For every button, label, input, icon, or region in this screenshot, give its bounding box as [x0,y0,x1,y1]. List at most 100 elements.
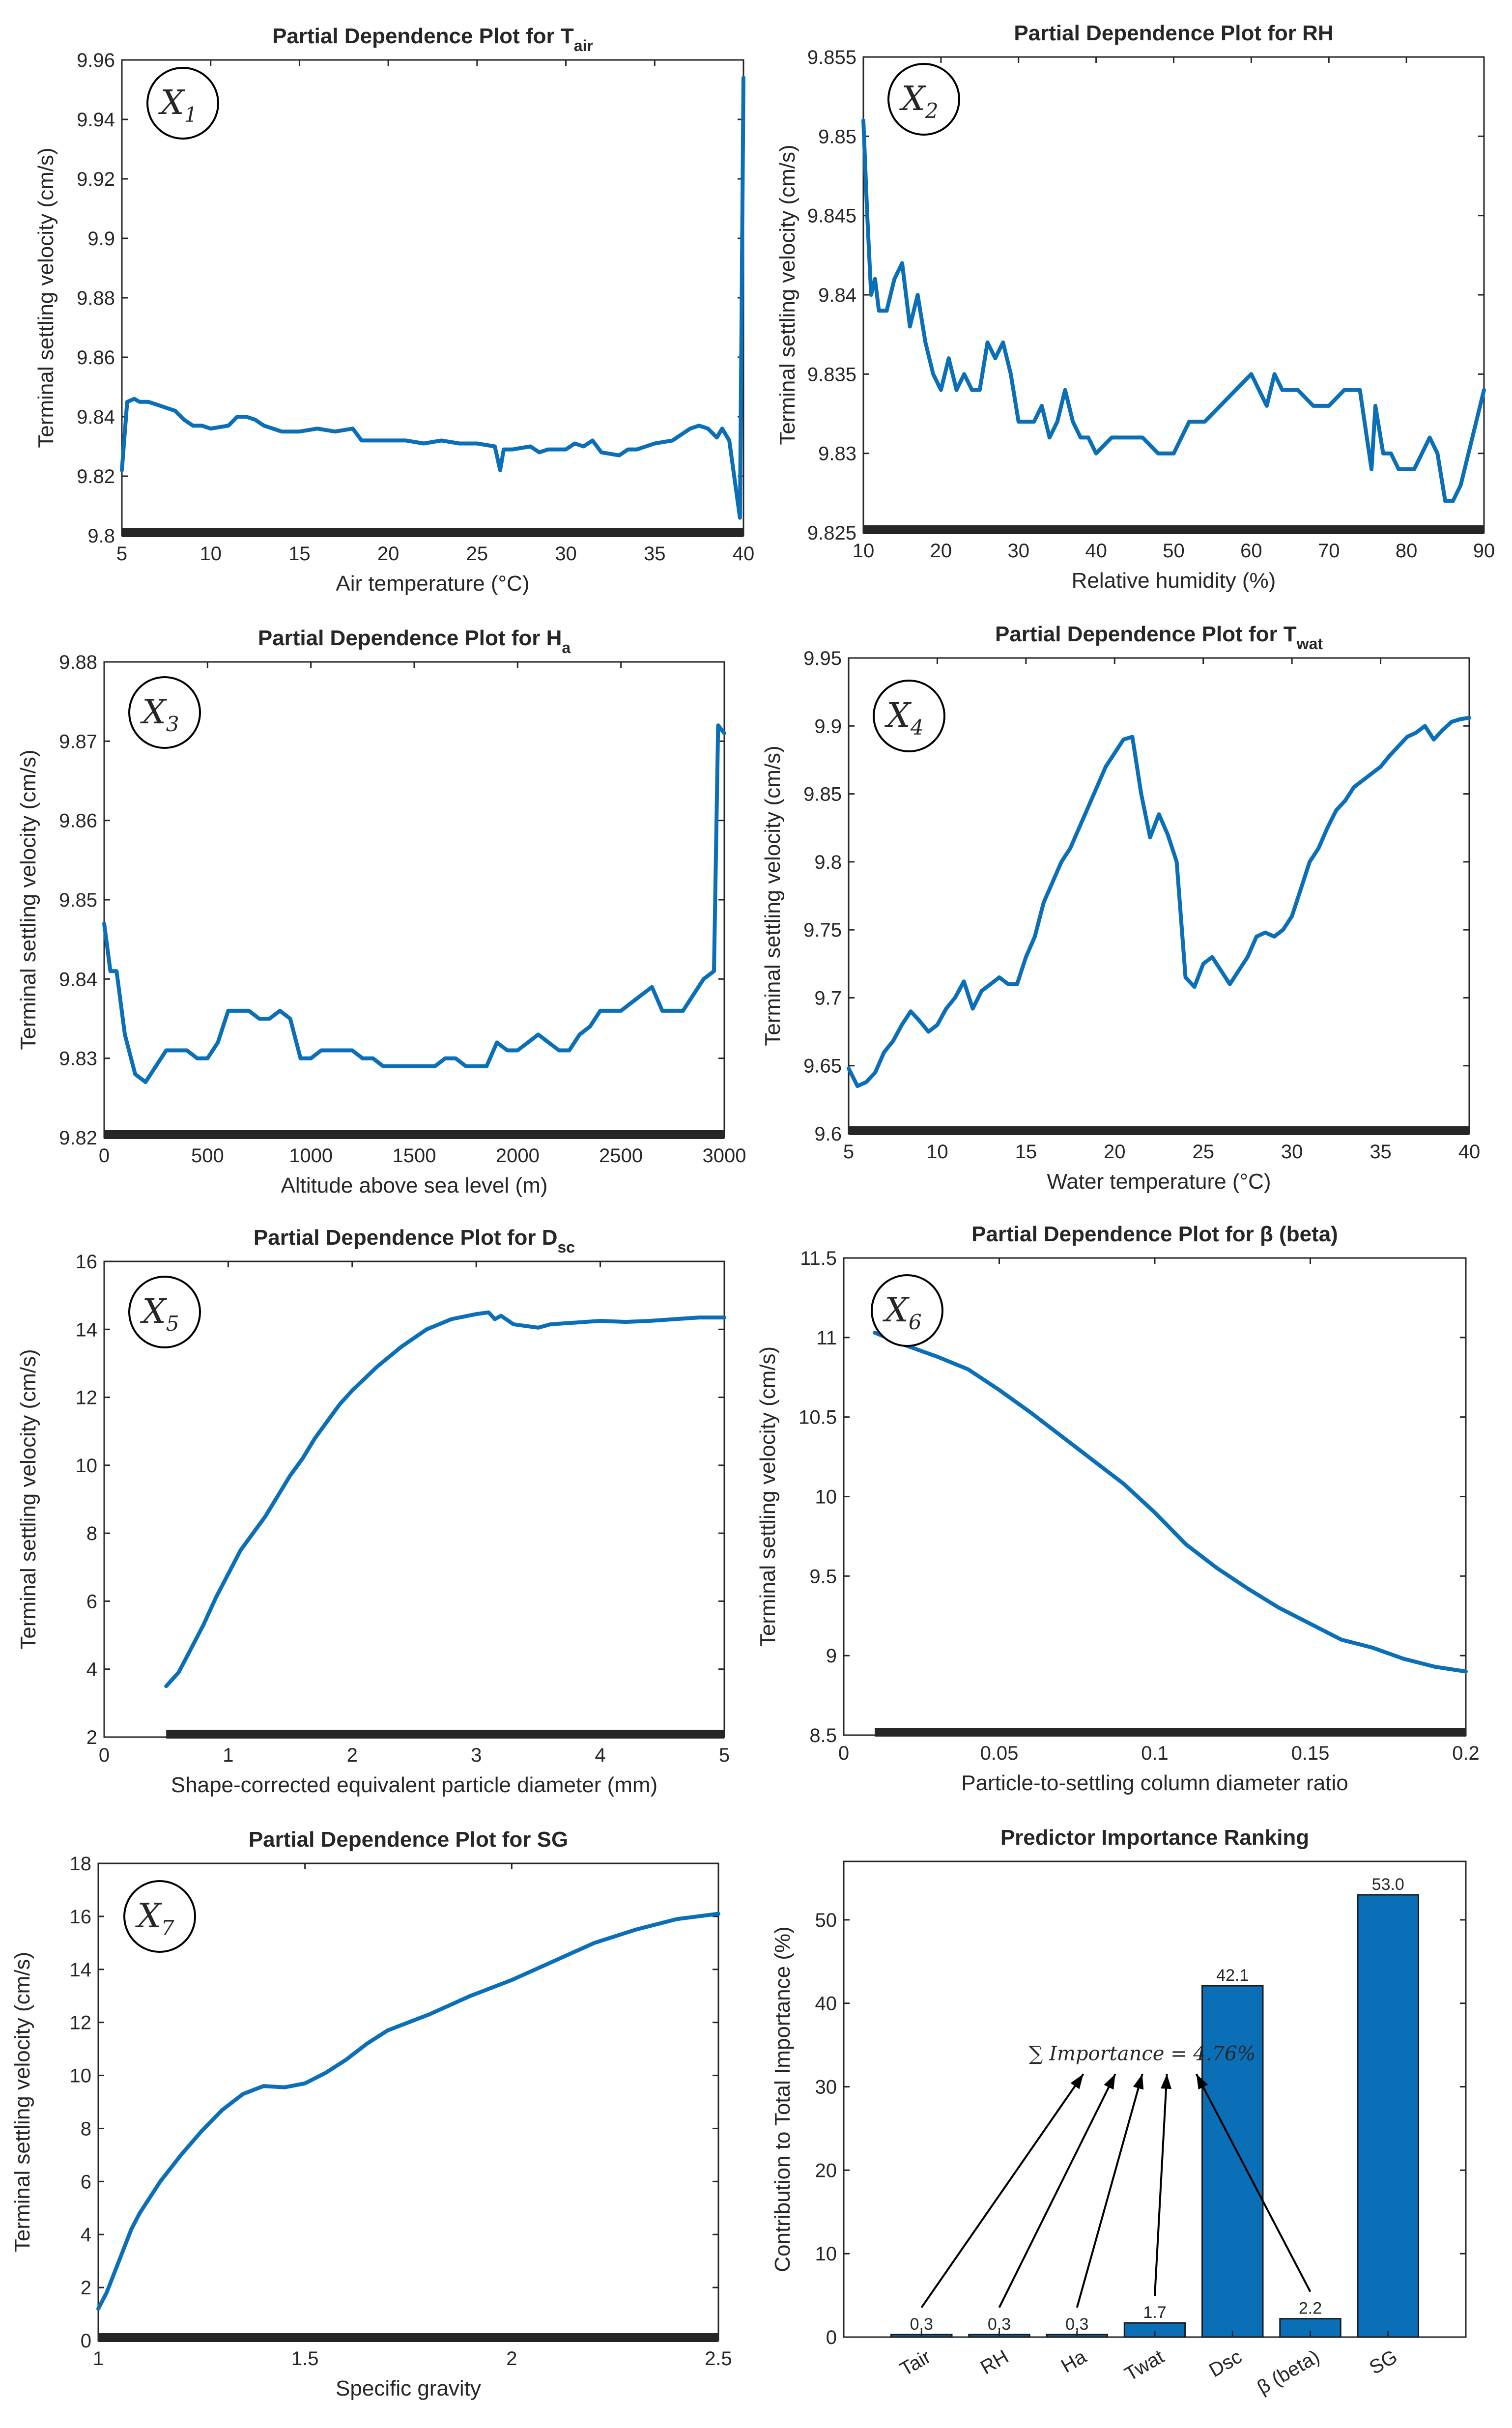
pdp-curve [164,1310,726,1688]
y-tick-label: 9.83 [818,443,856,465]
x-axis-label: Shape-corrected equivalent particle diam… [171,1773,657,1797]
x-axis-label: Particle-to-settling column diameter rat… [961,1771,1348,1795]
y-tick-label: 8 [81,2118,91,2140]
arrow-head [1104,2074,1115,2090]
y-tick-label: 9.84 [818,285,856,306]
panel-X3: Partial Dependence Plot for Ha 0 500 1000 15… [16,626,746,1198]
y-tick-label: 12 [70,2012,92,2034]
annotation-arrow [1076,2074,1143,2308]
y-tick-label: 14 [70,1959,92,1981]
y-tick-label: 9.85 [818,126,856,147]
bar-value-label: 0,3 [988,2315,1011,2334]
badge-label: X2 [899,80,938,123]
y-tick-label: 9.95 [803,648,842,669]
x-axis-label: Altitude above sea level (m) [281,1173,548,1198]
y-tick-label: 0 [826,2327,837,2348]
x-tick-label: 2500 [599,1145,643,1167]
y-tick-label: 9.88 [77,287,115,309]
x-tick-label: 40 [1458,1141,1481,1163]
y-tick-label: 14 [76,1319,98,1341]
pdp-curve [847,715,1471,1088]
x-tick-label: 20 [930,540,952,562]
badge-label: X4 [884,696,923,740]
importance-annotation: ∑ Importance = 4.76% [1029,2043,1256,2065]
x-tick-label: 25 [1192,1141,1214,1163]
y-tick-label: 9.87 [59,731,97,752]
badge-circle [128,676,201,749]
x-axis-label: Water temperature (°C) [1047,1170,1271,1194]
y-tick-label: 6 [81,2171,91,2193]
y-tick-label: 4 [86,1659,97,1681]
panel-title: Partial Dependence Plot for Tair [272,24,593,55]
panel-X4: Partial Dependence Plot for Twat 5 10 15 20 2… [761,622,1480,1194]
x-tick-label: SG [1366,2346,1401,2379]
bar-4 [1201,1985,1264,2338]
y-tick-label: 11.5 [800,1248,837,1269]
y-axis-label: Terminal settling velocity (cm/s) [16,749,40,1050]
panel-X6: Partial Dependence Plot for β (beta) 0 0.0… [756,1222,1480,1795]
x-tick-label: Tair [896,2346,935,2380]
x-tick-label: 10 [926,1141,948,1163]
panel-badge: X2 [887,63,960,136]
pdp-curve [120,76,745,520]
y-tick-label: 16 [76,1251,98,1273]
x-tick-label: RH [977,2346,1012,2379]
badge-circle [128,1276,201,1348]
y-tick-label: 40 [815,1993,837,2015]
x-tick-label: 1500 [393,1145,436,1167]
x-tick-label: 500 [191,1145,224,1167]
badge-circle [871,1274,943,1347]
panel-X2: Partial Dependence Plot for RH 10 20 30 40 50… [775,21,1495,593]
y-tick-label: 9.8 [814,852,842,873]
y-tick-label: 9.83 [59,1048,97,1070]
badge-circle [873,680,945,752]
x-tick-label: 0.1 [1141,1742,1169,1764]
y-tick-label: 10 [76,1455,98,1477]
bar-5 [1279,2318,1341,2338]
x-tick-label: 2 [347,1744,358,1766]
panel-badge: X6 [871,1274,943,1347]
y-tick-label: 9.5 [809,1566,837,1587]
arrow-head [1133,2074,1144,2090]
arrow-head [1161,2074,1172,2089]
panel-badge: X4 [873,680,945,752]
x-tick-label: 40 [1085,540,1107,562]
y-tick-label: 9.84 [59,969,97,990]
panel-badge: X1 [146,67,219,140]
panel-importance: Predictor Importance Ranking 0 10 20 30 40 50 0… [770,1826,1467,2399]
x-tick-label: 3000 [703,1145,746,1167]
x-tick-label: 1 [93,2348,104,2370]
x-tick-label: 5 [116,543,127,565]
annotation-arrow [1195,2073,1312,2292]
arrow-head [1196,2074,1208,2090]
y-tick-label: 20 [815,2160,837,2181]
x-tick-label: 30 [1008,540,1030,562]
x-tick-label: 25 [466,543,488,565]
x-tick-label: Dsc [1205,2346,1246,2382]
y-tick-label: 9.85 [803,784,842,805]
y-tick-label: 9.82 [77,466,115,487]
pdp-curve [96,1912,720,2311]
x-tick-label: 70 [1318,540,1340,562]
y-tick-label: 10 [815,2243,837,2265]
x-tick-label: 2.5 [705,2348,732,2370]
y-tick-label: 9.6 [814,1123,842,1145]
y-axis-label: Terminal settling velocity (cm/s) [761,745,785,1046]
x-tick-label: 1 [223,1744,233,1766]
x-tick-label: 35 [644,543,666,565]
panel-title: Predictor Importance Ranking [1000,1826,1309,1850]
badge-label: X6 [882,1291,921,1334]
panel-badge: X3 [128,676,201,749]
badge-label: X3 [140,693,179,736]
x-tick-label: 0 [99,1145,110,1167]
panel-title: Partial Dependence Plot for β (beta) [971,1222,1338,1246]
x-tick-label: 20 [377,543,399,565]
y-axis-label: Terminal settling velocity (cm/s) [10,1952,34,2252]
y-axis-label: Terminal settling velocity (cm/s) [756,1346,780,1647]
panel-X1: Partial Dependence Plot for Tair 5 10 15 20 2… [34,24,754,596]
y-axis-label: Contribution to Total Importance (%) [770,1926,795,2272]
y-tick-label: 10 [70,2065,92,2087]
y-tick-label: 8.5 [809,1725,837,1746]
annotation-arrow [1154,2074,1168,2296]
y-tick-label: 9.9 [87,228,115,250]
